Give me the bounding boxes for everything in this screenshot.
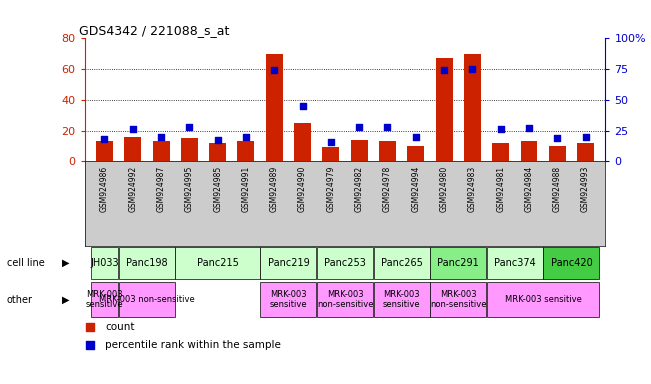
Bar: [238, 141, 255, 161]
Text: GSM924986: GSM924986: [100, 166, 109, 212]
Bar: [90, 282, 118, 317]
Text: GSM924979: GSM924979: [326, 166, 335, 212]
Text: percentile rank within the sample: percentile rank within the sample: [105, 339, 281, 350]
Text: GSM924989: GSM924989: [270, 166, 279, 212]
Point: [298, 103, 308, 109]
Text: GSM924995: GSM924995: [185, 166, 194, 212]
Text: GSM924980: GSM924980: [439, 166, 449, 212]
Text: GSM924983: GSM924983: [468, 166, 477, 212]
Point: [439, 67, 449, 73]
Text: Panc291: Panc291: [437, 258, 479, 268]
Point: [184, 124, 195, 130]
Text: Panc253: Panc253: [324, 258, 366, 268]
Text: GSM924987: GSM924987: [156, 166, 165, 212]
Point: [387, 254, 398, 260]
Text: MRK-003
sensitive: MRK-003 sensitive: [86, 290, 123, 309]
Bar: [487, 282, 600, 317]
Text: GSM924991: GSM924991: [242, 166, 251, 212]
Text: JH033: JH033: [90, 258, 118, 268]
Point: [524, 125, 534, 131]
Text: MRK-003
non-sensitive: MRK-003 non-sensitive: [430, 290, 486, 309]
Bar: [374, 248, 430, 279]
Bar: [549, 146, 566, 161]
Point: [326, 139, 336, 145]
Bar: [430, 248, 486, 279]
Bar: [544, 248, 600, 279]
Bar: [260, 282, 316, 317]
Text: GSM924992: GSM924992: [128, 166, 137, 212]
Bar: [317, 282, 373, 317]
Text: GSM924994: GSM924994: [411, 166, 421, 212]
Text: GSM924993: GSM924993: [581, 166, 590, 212]
Bar: [379, 141, 396, 161]
Text: GDS4342 / 221088_s_at: GDS4342 / 221088_s_at: [79, 24, 230, 37]
Bar: [209, 143, 226, 161]
Bar: [436, 58, 452, 161]
Point: [387, 97, 398, 103]
Point: [467, 66, 478, 72]
Text: GSM924984: GSM924984: [525, 166, 534, 212]
Bar: [322, 147, 339, 161]
Bar: [487, 248, 543, 279]
Text: GSM924982: GSM924982: [355, 166, 364, 212]
Text: count: count: [105, 322, 135, 333]
Text: cell line: cell line: [7, 258, 44, 268]
Text: Panc198: Panc198: [126, 258, 168, 268]
Bar: [294, 123, 311, 161]
Bar: [119, 248, 175, 279]
Bar: [351, 140, 368, 161]
Point: [354, 124, 365, 130]
Text: MRK-003
sensitive: MRK-003 sensitive: [383, 290, 421, 309]
Bar: [260, 248, 316, 279]
Point: [495, 126, 506, 132]
Point: [212, 137, 223, 144]
Text: MRK-003 non-sensitive: MRK-003 non-sensitive: [99, 295, 195, 304]
Text: MRK-003
sensitive: MRK-003 sensitive: [270, 290, 307, 309]
Text: GSM924988: GSM924988: [553, 166, 562, 212]
Point: [411, 134, 421, 140]
Bar: [408, 146, 424, 161]
Bar: [152, 141, 169, 161]
Text: MRK-003 sensitive: MRK-003 sensitive: [505, 295, 581, 304]
Bar: [96, 141, 113, 161]
Bar: [317, 248, 373, 279]
Point: [128, 126, 138, 132]
Text: Panc265: Panc265: [381, 258, 422, 268]
Bar: [266, 54, 283, 161]
Text: MRK-003
non-sensitive: MRK-003 non-sensitive: [317, 290, 373, 309]
Point: [382, 124, 393, 130]
Bar: [176, 248, 260, 279]
Text: Panc420: Panc420: [551, 258, 592, 268]
Bar: [119, 282, 175, 317]
Point: [269, 67, 279, 73]
Text: other: other: [7, 295, 33, 305]
Point: [581, 134, 591, 140]
Text: ▶: ▶: [62, 258, 70, 268]
Bar: [464, 54, 481, 161]
Point: [241, 134, 251, 140]
Text: Panc374: Panc374: [494, 258, 536, 268]
Text: GSM924978: GSM924978: [383, 166, 392, 212]
Bar: [374, 282, 430, 317]
Bar: [521, 141, 538, 161]
Point: [552, 135, 562, 141]
Text: GSM924985: GSM924985: [213, 166, 222, 212]
Text: GSM924981: GSM924981: [496, 166, 505, 212]
Bar: [577, 143, 594, 161]
Bar: [124, 137, 141, 161]
Point: [99, 136, 109, 142]
Text: Panc219: Panc219: [268, 258, 309, 268]
Point: [156, 134, 166, 140]
Bar: [90, 248, 118, 279]
Bar: [181, 138, 198, 161]
Text: Panc215: Panc215: [197, 258, 239, 268]
Text: GSM924990: GSM924990: [298, 166, 307, 212]
Bar: [430, 282, 486, 317]
Bar: [492, 143, 509, 161]
Text: ▶: ▶: [62, 295, 70, 305]
